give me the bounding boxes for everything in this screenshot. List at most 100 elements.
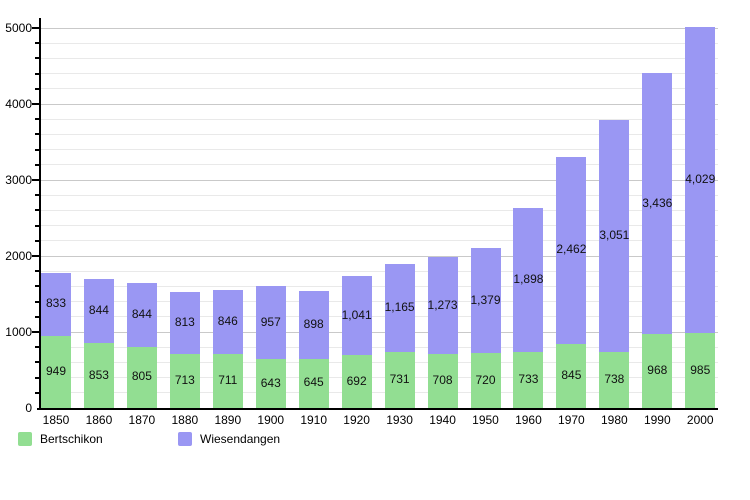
minor-gridline [40, 377, 718, 379]
bar-segment-bertschikon-1980 [599, 351, 630, 408]
bar-segment-bertschikon-1960 [513, 352, 544, 408]
y-axis-minor-tick [35, 376, 40, 379]
y-axis-minor-tick [35, 239, 40, 242]
bar-segment-wiesendangen-1910 [298, 290, 329, 359]
y-axis-minor-tick [35, 72, 40, 75]
y-axis-minor-tick [35, 118, 40, 121]
y-axis-minor-tick [35, 315, 40, 318]
y-axis-major-tick [32, 179, 40, 181]
minor-gridline [40, 316, 718, 318]
bar-segment-bertschikon-1970 [556, 343, 587, 408]
bar-segment-bertschikon-1990 [642, 334, 673, 408]
y-axis-major-tick [32, 27, 40, 29]
bar-value-label: 711 [218, 372, 238, 387]
y-axis-major-tick [32, 255, 40, 257]
bar-segment-wiesendangen-1990 [642, 73, 673, 335]
minor-gridline [40, 164, 718, 166]
bar-segment-wiesendangen-1920 [341, 276, 372, 356]
minor-gridline [40, 270, 718, 272]
y-axis-label: 3000 [5, 173, 32, 187]
bar-segment-wiesendangen-1880 [169, 292, 200, 354]
y-axis-label: 1000 [5, 325, 32, 339]
x-axis-label: 1910 [300, 413, 328, 427]
bar-value-label: 738 [604, 371, 625, 386]
major-gridline [40, 103, 718, 105]
minor-gridline [40, 346, 718, 348]
bar-value-label: 643 [260, 375, 281, 390]
bar-value-label: 733 [518, 372, 539, 387]
bar-value-label: 3,436 [642, 195, 673, 210]
bar-value-label: 645 [303, 375, 324, 390]
bar-value-label: 708 [432, 373, 453, 388]
bar-segment-wiesendangen-1960 [513, 208, 544, 353]
bar-value-label: 805 [131, 369, 152, 384]
x-axis-label: 1850 [42, 413, 70, 427]
y-axis-minor-tick [35, 194, 40, 197]
bar-value-label: 844 [131, 306, 152, 321]
y-axis-label: 5000 [5, 21, 32, 35]
bar-value-label: 692 [346, 373, 367, 388]
y-axis-minor-tick [35, 300, 40, 303]
bar-segment-wiesendangen-1980 [599, 120, 630, 352]
bar-value-label: 833 [45, 296, 67, 311]
bar-segment-wiesendangen-1860 [83, 279, 114, 344]
minor-gridline [40, 392, 718, 394]
legend-label-bertschikon: Bertschikon [40, 432, 103, 446]
minor-gridline [40, 209, 718, 211]
x-axis-label: 1860 [85, 413, 113, 427]
bar-value-label: 813 [174, 314, 195, 329]
major-gridline [40, 27, 718, 29]
y-axis-minor-tick [35, 346, 40, 349]
y-axis-minor-tick [35, 391, 40, 394]
bar-value-label: 3,051 [599, 227, 630, 242]
bar-segment-wiesendangen-1870 [126, 282, 157, 347]
bar-segment-bertschikon-1920 [341, 355, 372, 408]
bar-segment-bertschikon-1880 [169, 353, 200, 408]
bar-value-label: 1,165 [384, 300, 415, 315]
bar-value-label: 846 [217, 313, 238, 328]
bar-value-label: 985 [690, 362, 711, 377]
bar-value-label: 713 [174, 372, 195, 387]
y-axis-minor-tick [35, 148, 40, 151]
minor-gridline [40, 57, 718, 59]
major-gridline [40, 331, 718, 333]
chart-legend: Bertschikon Wiesendangen [0, 431, 750, 449]
bar-value-label: 898 [303, 316, 324, 331]
legend-swatch-wiesendangen [178, 432, 192, 446]
y-axis-minor-tick [35, 285, 40, 288]
bar-value-label: 845 [561, 367, 582, 382]
y-axis-minor-tick [35, 209, 40, 212]
minor-gridline [40, 240, 718, 242]
y-axis-minor-tick [35, 133, 40, 136]
bar-value-label: 4,029 [685, 172, 716, 187]
y-axis-label: 2000 [5, 249, 32, 263]
bar-value-label: 2,462 [556, 242, 587, 257]
bar-value-label: 968 [647, 363, 668, 378]
x-axis-label: 1940 [429, 413, 456, 427]
bar-segment-bertschikon-1940 [427, 354, 458, 408]
legend-swatch-bertschikon [18, 432, 32, 446]
x-axis-label: 1990 [643, 413, 671, 427]
bar-segment-bertschikon-1950 [470, 353, 501, 408]
x-axis-label: 1950 [472, 413, 499, 427]
bar-value-label: 957 [260, 314, 281, 329]
x-axis-label: 1900 [257, 413, 285, 427]
bar-segment-wiesendangen-1970 [556, 156, 587, 344]
minor-gridline [40, 149, 718, 151]
bar-segment-wiesendangen-1890 [212, 289, 243, 354]
x-axis-label: 1870 [128, 413, 156, 427]
y-axis-major-tick [32, 331, 40, 333]
y-axis-label: 4000 [5, 97, 32, 111]
bar-value-label: 949 [45, 363, 67, 378]
x-axis-label: 1880 [171, 413, 199, 427]
bar-segment-wiesendangen-1900 [255, 286, 286, 360]
y-axis-major-tick [32, 103, 40, 105]
major-gridline [40, 255, 718, 257]
bar-segment-bertschikon-1930 [384, 352, 415, 408]
y-axis-label: 0 [25, 401, 32, 415]
bar-value-label: 1,898 [513, 272, 544, 287]
major-gridline [40, 179, 718, 181]
x-axis-label: 1890 [214, 413, 242, 427]
x-axis-label: 1980 [600, 413, 628, 427]
